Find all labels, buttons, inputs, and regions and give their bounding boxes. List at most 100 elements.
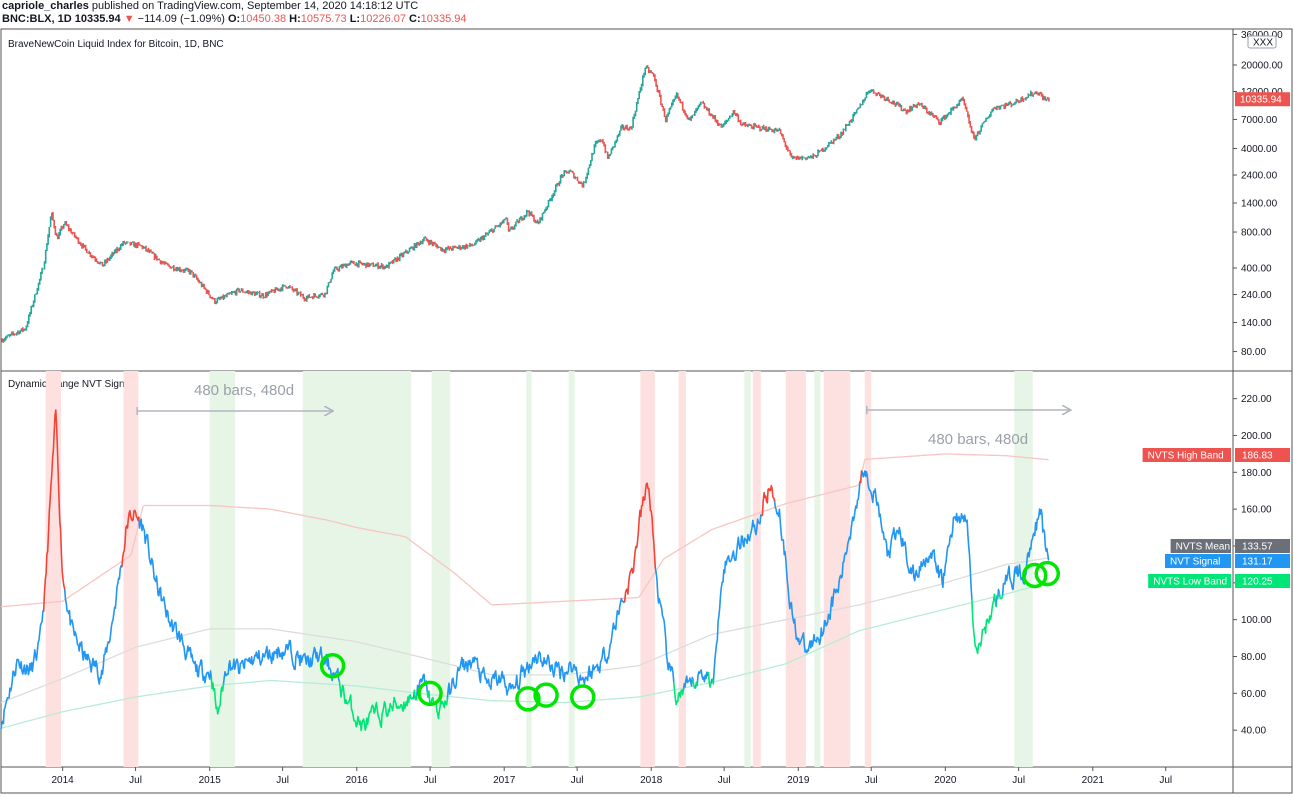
nvts-high-band-line bbox=[0, 453, 1049, 608]
price-tick-label: 240.00 bbox=[1241, 290, 1272, 301]
price-tick-label: 400.00 bbox=[1241, 264, 1272, 275]
overbought-zone bbox=[123, 371, 139, 767]
series-value-label: 131.17 bbox=[1242, 557, 1273, 568]
time-tick-label: 2016 bbox=[346, 775, 369, 786]
change-down-icon: ▼ bbox=[123, 13, 135, 25]
time-tick-label: 2021 bbox=[1082, 775, 1105, 786]
price-candles-up bbox=[2, 65, 1049, 343]
overbought-zone bbox=[640, 371, 655, 767]
price-tick-label: 20000.00 bbox=[1241, 60, 1283, 71]
nvt-tick-label: 40.00 bbox=[1241, 726, 1266, 737]
buy-signal-circle bbox=[1022, 562, 1048, 589]
open-value: 10450.38 bbox=[240, 13, 287, 25]
time-tick-label: 2015 bbox=[199, 775, 222, 786]
overbought-zone bbox=[823, 371, 851, 767]
buy-signal-circle bbox=[515, 686, 541, 712]
low-value: 10226.07 bbox=[360, 13, 406, 25]
oversold-zone bbox=[1014, 371, 1033, 767]
time-tick-label: Jul bbox=[571, 775, 584, 786]
nvt-signal-overbought-line bbox=[42, 409, 863, 612]
time-tick-label: Jul bbox=[1012, 775, 1025, 786]
series-name-tag bbox=[1165, 554, 1231, 568]
time-tick-label: 2019 bbox=[787, 775, 810, 786]
symbol-badge bbox=[1247, 35, 1277, 49]
ohlc-header: BNC:BLX, 1D 10335.94 ▼ −114.09 (−1.09%) … bbox=[2, 13, 467, 25]
price-tick-label: 1400.00 bbox=[1241, 198, 1278, 209]
low-label: L: bbox=[349, 13, 361, 25]
time-tick-label: Jul bbox=[718, 775, 731, 786]
nvt-tick-label: 80.00 bbox=[1241, 652, 1266, 663]
price-candles-down bbox=[1, 65, 1050, 343]
author-name[interactable]: capriole_charles bbox=[2, 0, 89, 12]
nvt-tick-label: 220.00 bbox=[1241, 394, 1272, 405]
last-price: 10335.94 bbox=[74, 13, 121, 25]
price-tick-label: 140.00 bbox=[1241, 318, 1272, 329]
series-value-tag bbox=[1235, 539, 1290, 553]
last-price-marker bbox=[1235, 92, 1290, 107]
nvt-tick-label: 60.00 bbox=[1241, 689, 1266, 700]
series-value-label: 133.57 bbox=[1242, 542, 1273, 553]
series-value-tag bbox=[1235, 448, 1290, 462]
series-name-tag bbox=[1170, 539, 1231, 553]
overbought-zone bbox=[752, 371, 761, 767]
oversold-zone bbox=[209, 371, 236, 767]
time-tick-label: 2020 bbox=[934, 775, 957, 786]
time-tick-label: 2018 bbox=[640, 775, 663, 786]
overbought-zone bbox=[45, 371, 62, 767]
nvts-low-band-line bbox=[0, 581, 1049, 729]
nvt-tick-label: 180.00 bbox=[1241, 468, 1272, 479]
series-name-tag bbox=[1148, 574, 1231, 588]
buy-signal-circle bbox=[533, 682, 559, 708]
high-label: H: bbox=[289, 13, 301, 25]
price-tick-label: 80.00 bbox=[1241, 347, 1266, 358]
series-name-label: NVTS Mean bbox=[1176, 542, 1230, 553]
measure-annotation: 480 bars, 480d bbox=[194, 382, 294, 399]
publish-info: published on TradingView.com, September … bbox=[91, 0, 419, 12]
high-value: 10575.73 bbox=[300, 13, 347, 25]
nvt-tick-label: 160.00 bbox=[1241, 505, 1272, 516]
overbought-zone bbox=[864, 371, 872, 767]
price-tick-label: 7000.00 bbox=[1241, 115, 1278, 126]
nvts-mean-line bbox=[0, 557, 1049, 704]
symbol-label: BNC:BLX, 1D bbox=[2, 13, 72, 25]
measure-annotation: 480 bars, 480d bbox=[928, 431, 1028, 448]
buy-signal-circle bbox=[417, 680, 443, 707]
oversold-zone bbox=[431, 371, 451, 767]
oversold-zone bbox=[302, 371, 412, 767]
price-tick-label: 800.00 bbox=[1241, 228, 1272, 239]
buy-signal-circle bbox=[319, 652, 346, 679]
publish-header: capriole_charles published on TradingVie… bbox=[2, 0, 418, 12]
chart-border bbox=[0, 28, 1293, 794]
overbought-zone bbox=[678, 371, 686, 767]
series-value-tag bbox=[1235, 574, 1290, 588]
time-tick-label: Jul bbox=[865, 775, 878, 786]
time-axis[interactable]: 2014 Jul 2015 Jul 2016 Jul 2017 Jul 2018 Jul 2019 J… bbox=[52, 767, 1173, 786]
price-tick-label: 36000.00 bbox=[1241, 30, 1283, 41]
nvt-tick-label: 100.00 bbox=[1241, 615, 1272, 626]
close-value: 10335.94 bbox=[420, 13, 467, 25]
open-label: O: bbox=[227, 13, 241, 25]
oversold-zone bbox=[568, 371, 575, 767]
series-name-tag bbox=[1142, 448, 1231, 462]
price-tick-label: 4000.00 bbox=[1241, 144, 1278, 155]
nvt-tick-label: 200.00 bbox=[1241, 431, 1272, 442]
time-tick-label: Jul bbox=[276, 775, 289, 786]
nvt-pane[interactable]: Dynamic Range NVT Signal 480 bars, 480d 4… bbox=[0, 371, 1290, 767]
oversold-zone bbox=[814, 371, 821, 767]
buy-signal-circle bbox=[570, 684, 596, 710]
price-pane[interactable]: BraveNewCoin Liquid Index for Bitcoin, 1… bbox=[1, 30, 1290, 358]
time-tick-label: Jul bbox=[129, 775, 142, 786]
buy-signal-circle bbox=[1034, 560, 1061, 587]
last-price-label: 10335.94 bbox=[1240, 95, 1282, 106]
price-pane-title: BraveNewCoin Liquid Index for Bitcoin, 1… bbox=[8, 39, 224, 50]
oversold-zone bbox=[744, 371, 751, 767]
series-name-label: NVTS High Band bbox=[1148, 451, 1224, 462]
series-value-label: 120.25 bbox=[1242, 577, 1273, 588]
symbol-badge-text: XXX bbox=[1253, 38, 1273, 49]
series-value-tag bbox=[1235, 554, 1290, 568]
close-label: C: bbox=[409, 13, 421, 25]
price-tick-label: 2400.00 bbox=[1241, 171, 1278, 182]
nvt-signal-line bbox=[0, 470, 1050, 730]
nvt-pane-title: Dynamic Range NVT Signal bbox=[8, 379, 132, 390]
